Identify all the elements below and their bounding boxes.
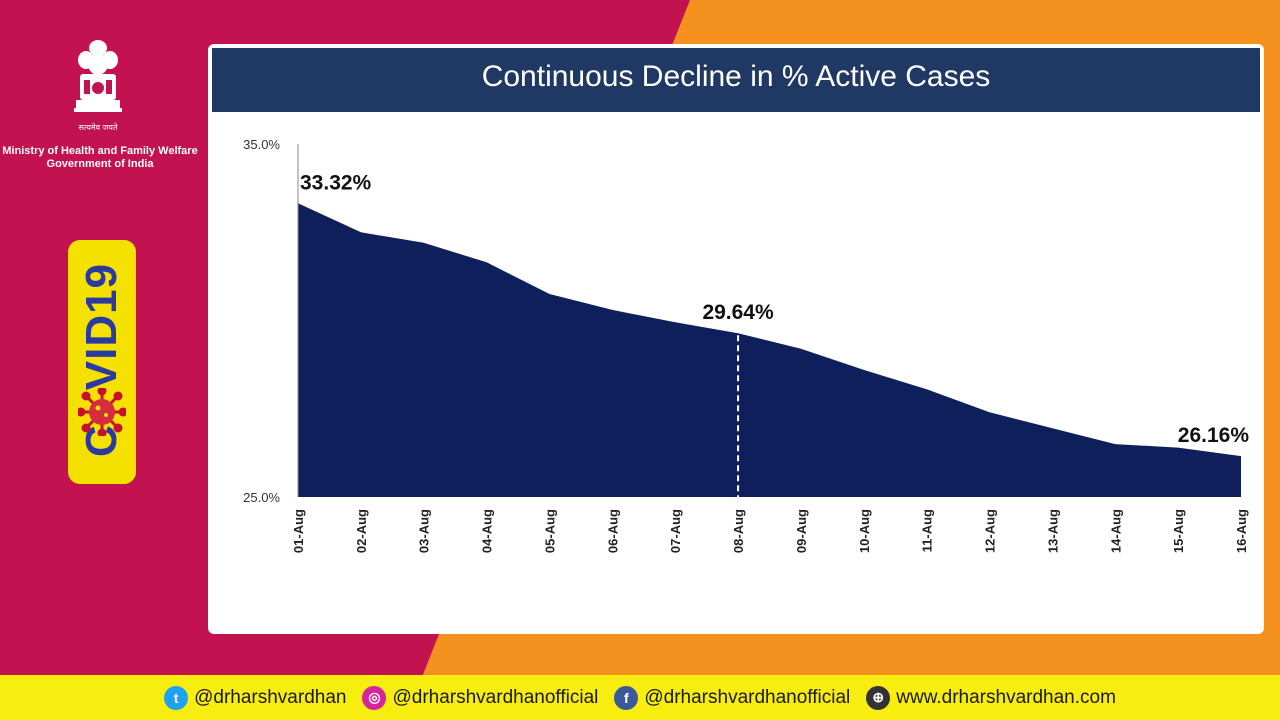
area-series xyxy=(298,203,1241,498)
instagram-icon: ◎ xyxy=(362,685,387,710)
x-tick-label: 03-Aug xyxy=(417,509,432,553)
data-label: 33.32% xyxy=(300,171,372,194)
x-tick-label: 10-Aug xyxy=(857,509,872,553)
x-tick-label: 14-Aug xyxy=(1108,509,1123,553)
covid19-badge xyxy=(68,240,136,484)
data-label: 26.16% xyxy=(1178,424,1250,447)
x-tick-label: 05-Aug xyxy=(542,509,557,553)
data-label: 29.64% xyxy=(702,301,774,324)
globe-icon: ⊕ xyxy=(866,685,891,710)
x-tick-label: 09-Aug xyxy=(794,509,809,553)
ministry-name: Ministry of Health and Family Welfare xyxy=(2,145,198,157)
chart-title: Continuous Decline in % Active Cases xyxy=(212,48,1260,112)
ministry-label: Ministry of Health and Family Welfare Go… xyxy=(0,145,200,171)
twitter-handle[interactable]: @drharshvardhan xyxy=(194,686,347,708)
x-tick-label: 06-Aug xyxy=(605,509,620,553)
footer-instagram[interactable]: ◎ @drharshvardhanofficial xyxy=(362,685,599,710)
y-tick-label-max: 35.0% xyxy=(243,137,280,152)
footer-website[interactable]: ⊕ www.drharshvardhan.com xyxy=(866,685,1116,710)
covid-letters-vid19: VID19 xyxy=(77,262,126,391)
emblem-motto: सत्यमेव जयते xyxy=(79,122,118,132)
footer-social-bar: t @drharshvardhan ◎ @drharshvardhanoffic… xyxy=(0,675,1280,720)
x-tick-label: 16-Aug xyxy=(1234,509,1249,553)
x-tick-label: 01-Aug xyxy=(291,509,306,553)
y-tick-label-min: 25.0% xyxy=(243,490,280,505)
x-tick-label: 07-Aug xyxy=(668,509,683,553)
footer-twitter[interactable]: t @drharshvardhan xyxy=(164,685,347,710)
x-tick-label: 08-Aug xyxy=(731,509,746,553)
website-url[interactable]: www.drharshvardhan.com xyxy=(896,686,1116,708)
facebook-icon: f xyxy=(614,685,639,710)
x-tick-label: 15-Aug xyxy=(1171,509,1186,553)
national-emblem-logo: सत्यमेव जयते xyxy=(74,40,122,132)
x-tick-label: 13-Aug xyxy=(1045,509,1060,553)
virus-icon xyxy=(78,388,126,436)
facebook-handle[interactable]: @drharshvardhanofficial xyxy=(644,686,851,708)
active-cases-area-chart: 25.0% 35.0% 01-Aug 02-Aug 03-Aug 04-Aug 05-Aug… xyxy=(243,137,1250,553)
government-name: Government of India xyxy=(46,158,154,170)
x-tick-label: 04-Aug xyxy=(480,509,495,553)
x-tick-label: 11-Aug xyxy=(920,509,935,552)
x-tick-label: 02-Aug xyxy=(354,509,369,553)
footer-facebook[interactable]: f @drharshvardhanofficial xyxy=(614,685,851,710)
instagram-handle[interactable]: @drharshvardhanofficial xyxy=(392,686,599,708)
twitter-icon: t xyxy=(164,685,189,710)
x-tick-label: 12-Aug xyxy=(983,509,998,553)
